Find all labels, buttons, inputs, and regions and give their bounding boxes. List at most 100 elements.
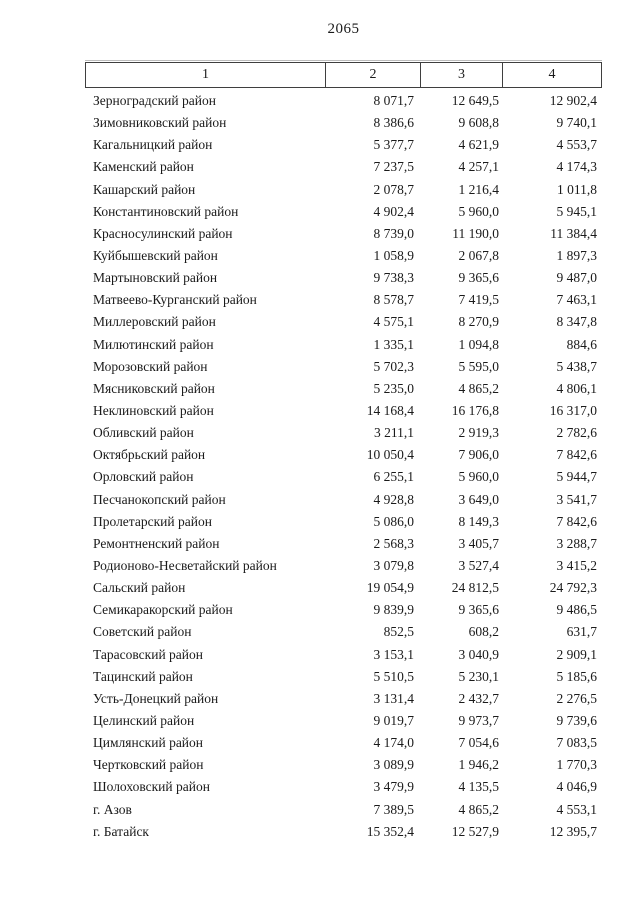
column-header-2: 2 [325,63,420,87]
district-name-cell: Ремонтненский район [93,535,220,551]
table-row: Ремонтненский район 2 568,3 3 405,7 3 288,7 [85,533,602,555]
value-cell: 4 865,2 [458,380,500,396]
value-cell: 4 928,8 [373,491,415,507]
value-cell: 2 782,6 [556,425,598,441]
district-name-cell: Усть-Донецкий район [93,690,219,706]
page-number: 2065 [327,21,360,37]
value-cell: 4 902,4 [373,203,415,219]
table-row: Миллеровский район 4 575,1 8 270,9 8 347,8 [85,311,602,333]
value-cell: 8 347,8 [556,314,598,330]
value-cell: 5 944,7 [556,469,598,485]
district-name-cell: Шолоховский район [93,779,210,795]
value-cell: 11 190,0 [452,225,499,241]
table-row: Константиновский район 4 902,4 5 960,0 5 94… [85,201,602,223]
district-name-cell: Мясниковский район [93,380,215,396]
table-row: Цимлянский район 4 174,0 7 054,6 7 083,5 [85,732,602,754]
table-row: Каменский район 7 237,5 4 257,1 4 174,3 [85,156,602,178]
value-cell: 3 211,1 [374,425,414,441]
value-cell: 2 067,8 [458,248,500,264]
value-cell: 7 842,6 [556,447,598,463]
value-cell: 9 019,7 [373,713,415,728]
column-header-4: 4 [502,63,601,87]
table-row: г. Батайск 15 352,4 12 527,9 12 395,7 [85,821,602,843]
table-row: Мясниковский район 5 235,0 4 865,2 4 806,1 [85,378,602,400]
table-row: Морозовский район 5 702,3 5 595,0 5 438,7 [85,356,602,378]
table-row: Матвеево-Курганский район 8 578,7 7 419,5 7… [85,289,602,311]
value-cell: 4 575,1 [373,314,415,330]
district-name-cell: Милютинский район [93,336,214,352]
table-row: Чертковский район 3 089,9 1 946,2 1 770,3 [85,754,602,776]
table-row: Песчанокопский район 4 928,8 3 649,0 3 541,… [85,489,602,511]
value-cell: 2 432,7 [458,690,500,706]
value-cell: 7 842,6 [556,513,598,529]
table-row: Усть-Донецкий район 3 131,4 2 432,7 2 276,5 [85,688,602,710]
table-row: Шолоховский район 3 479,9 4 135,5 4 046,9 [85,776,602,798]
value-cell: 24 792,3 [549,580,597,596]
value-cell: 16 176,8 [451,403,499,419]
value-cell: 24 812,5 [451,580,499,596]
value-cell: 5 438,7 [556,358,598,374]
value-cell: 7 054,6 [458,735,500,751]
district-name-cell: Тацинский район [93,668,193,684]
district-name-cell: Зерноградский район [93,93,216,109]
column-header-3: 3 [420,63,502,87]
value-cell: 4 135,5 [458,779,500,795]
district-name-cell: Зимовниковский район [93,115,227,131]
district-name-cell: Целинский район [93,713,195,728]
district-name-cell: Песчанокопский район [93,491,226,507]
district-name-cell: Кагальницкий район [93,137,213,153]
table-header-row: 1 2 3 4 [85,60,602,88]
table-row: Обливский район 3 211,1 2 919,3 2 782,6 [85,422,602,444]
table-row: Октябрьский район 10 050,4 7 906,0 7 842,6 [85,444,602,466]
value-cell: 7 906,0 [458,447,500,463]
district-name-cell: Советский район [93,624,192,640]
value-cell: 11 384,4 [550,225,597,241]
table-row: Советский район 852,5 608,2 631,7 [85,621,602,643]
district-name-cell: г. Азов [93,801,132,817]
value-cell: 19 054,9 [366,580,414,596]
value-cell: 3 040,9 [458,646,500,662]
value-cell: 15 352,4 [366,823,414,839]
value-cell: 9 739,6 [556,713,598,728]
district-name-cell: Мартыновский район [93,270,218,286]
value-cell: 10 050,4 [366,447,414,463]
value-cell: 3 479,9 [373,779,415,795]
value-cell: 3 079,8 [373,558,415,574]
table-row: Зимовниковский район 8 386,6 9 608,8 9 740,… [85,112,602,134]
district-name-cell: Каменский район [93,159,194,175]
table-row: Мартыновский район 9 738,3 9 365,6 9 487,0 [85,267,602,289]
value-cell: 1 335,1 [373,336,415,352]
value-cell: 3 288,7 [556,535,598,551]
table-row: Родионово-Несветайский район 3 079,8 3 527… [85,555,602,577]
district-name-cell: Чертковский район [93,757,204,773]
value-cell: 8 071,7 [373,93,415,109]
district-name-cell: Куйбышевский район [93,248,218,264]
table-row: Целинский район 9 019,7 9 973,7 9 739,6 [85,710,602,732]
value-cell: 3 415,2 [556,558,598,574]
value-cell: 6 255,1 [373,469,415,485]
value-cell: 12 902,4 [549,93,597,109]
value-cell: 4 257,1 [458,159,500,175]
value-cell: 9 839,9 [373,602,415,618]
value-cell: 5 960,0 [458,203,500,219]
table-row: Красносулинский район 8 739,0 11 190,0 11 3… [85,223,602,245]
district-name-cell: Октябрьский район [93,447,206,463]
value-cell: 5 086,0 [373,513,415,529]
value-cell: 7 463,1 [556,292,598,308]
value-cell: 2 276,5 [556,690,598,706]
district-name-cell: Родионово-Несветайский район [93,558,277,574]
table-row: Куйбышевский район 1 058,9 2 067,8 1 897,3 [85,245,602,267]
value-cell: 5 960,0 [458,469,500,485]
table-row: Орловский район 6 255,1 5 960,0 5 944,7 [85,466,602,488]
value-cell: 9 486,5 [556,602,598,618]
district-name-cell: Цимлянский район [93,735,204,751]
value-cell: 3 649,0 [458,491,500,507]
district-name-cell: Красносулинский район [93,225,233,241]
district-name-cell: Обливский район [93,425,194,441]
value-cell: 1 058,9 [373,248,415,264]
district-name-cell: Пролетарский район [93,513,212,529]
value-cell: 9 738,3 [373,270,415,286]
value-cell: 8 149,3 [458,513,500,529]
table-body: Зерноградский район 8 071,7 12 649,5 12 902… [85,90,602,843]
district-name-cell: Матвеево-Курганский район [93,292,257,308]
